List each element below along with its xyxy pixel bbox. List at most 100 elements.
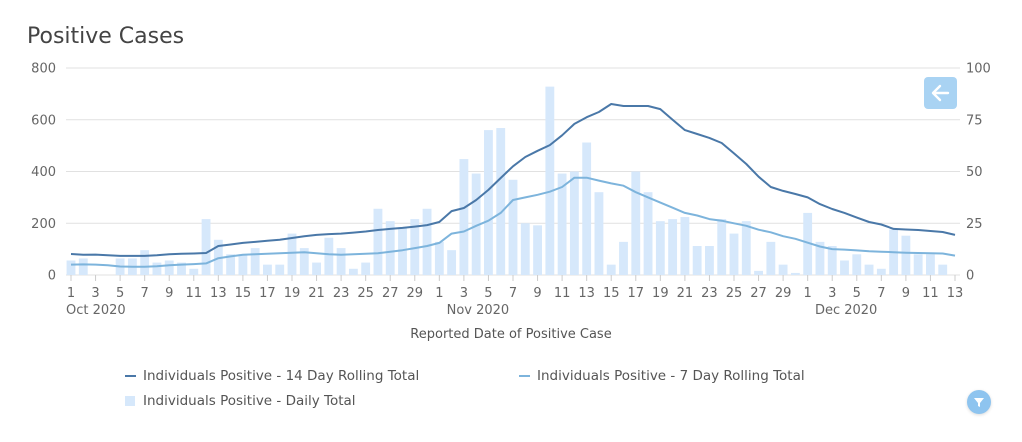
legend-label-daily: Individuals Positive - Daily Total <box>143 393 356 409</box>
daily-total-bar <box>754 270 763 275</box>
x-tick-label: 5 <box>484 286 492 301</box>
x-tick-label: 11 <box>186 286 203 301</box>
daily-total-bar <box>520 223 530 275</box>
daily-total-bar <box>263 264 272 275</box>
y-left-tick-label: 800 <box>31 62 56 77</box>
x-tick-label: 27 <box>382 286 399 301</box>
legend-item-14-day[interactable]: Individuals Positive - 14 Day Rolling To… <box>125 368 419 384</box>
x-month-label: Nov 2020 <box>447 303 510 318</box>
daily-total-bar <box>545 86 555 275</box>
legend-item-7-day[interactable]: Individuals Positive - 7 Day Rolling Tot… <box>519 368 805 384</box>
daily-total-bar <box>299 248 309 275</box>
y-right-tick-label: 25 <box>966 217 983 232</box>
y-right-tick-label: 75 <box>966 113 983 128</box>
daily-total-bar <box>447 250 457 275</box>
x-tick-label: 7 <box>509 286 517 301</box>
daily-total-bar <box>643 192 653 275</box>
daily-total-bar <box>78 258 88 275</box>
y-left-tick-label: 600 <box>31 113 56 128</box>
x-tick-label: 1 <box>804 286 812 301</box>
daily-total-bar <box>741 221 751 275</box>
daily-total-bar <box>140 250 150 275</box>
daily-total-bar <box>410 219 420 275</box>
x-tick-label: 1 <box>435 286 443 301</box>
daily-total-bar <box>803 212 813 275</box>
x-tick-label: 21 <box>308 286 325 301</box>
daily-total-bar <box>619 241 628 275</box>
daily-total-bar <box>312 262 321 275</box>
daily-total-bar <box>238 254 248 275</box>
x-tick-label: 7 <box>877 286 885 301</box>
daily-total-bar <box>373 208 383 275</box>
back-button[interactable] <box>924 77 957 109</box>
x-tick-label: 15 <box>603 286 620 301</box>
daily-total-bar <box>827 246 837 275</box>
x-tick-label: 29 <box>775 286 792 301</box>
x-tick-label: 11 <box>554 286 571 301</box>
daily-total-bar <box>717 219 727 275</box>
daily-total-bar <box>876 268 886 275</box>
x-tick-label: 19 <box>652 286 669 301</box>
daily-total-bar <box>324 237 334 275</box>
daily-total-bar <box>496 128 506 275</box>
daily-total-bar <box>152 262 162 275</box>
daily-total-bar <box>422 208 432 275</box>
arrow-left-icon <box>931 84 950 102</box>
x-tick-label: 3 <box>91 286 99 301</box>
daily-total-bar <box>189 268 199 275</box>
daily-total-bar <box>434 241 444 275</box>
daily-total-bar <box>177 262 186 275</box>
y-left-tick-label: 400 <box>31 165 56 180</box>
daily-total-bar <box>459 159 469 275</box>
x-tick-label: 17 <box>628 286 645 301</box>
legend-label-7-day: Individuals Positive - 7 Day Rolling Tot… <box>537 368 805 384</box>
daily-total-bar <box>361 262 371 275</box>
daily-total-bar <box>582 142 592 275</box>
daily-total-bar <box>471 173 481 275</box>
x-axis-label: Reported Date of Positive Case <box>410 327 611 342</box>
x-tick-label: 9 <box>902 286 910 301</box>
x-month-label: Dec 2020 <box>815 303 877 318</box>
daily-total-bar <box>385 221 395 275</box>
daily-total-bar <box>705 246 714 275</box>
x-tick-label: 13 <box>947 286 964 301</box>
daily-total-bar <box>164 260 174 275</box>
daily-total-bar <box>226 254 236 275</box>
legend-item-daily[interactable]: Individuals Positive - Daily Total <box>125 393 356 409</box>
daily-total-bar <box>655 221 665 275</box>
x-tick-label: 5 <box>853 286 861 301</box>
filter-button[interactable] <box>967 390 991 414</box>
daily-total-bar <box>569 171 579 275</box>
daily-total-bar <box>692 246 702 275</box>
daily-total-bar <box>508 179 518 275</box>
daily-total-bar <box>668 219 678 275</box>
x-tick-label: 17 <box>259 286 276 301</box>
y-right-tick-label: 0 <box>966 269 974 284</box>
daily-total-bar <box>606 264 616 275</box>
daily-total-bar <box>533 225 542 275</box>
rolling-lines <box>70 103 956 268</box>
y-right-tick-label: 50 <box>966 165 983 180</box>
daily-total-bar <box>815 241 825 275</box>
daily-total-bar <box>250 248 260 275</box>
x-tick-label: 23 <box>333 286 350 301</box>
daily-total-bar <box>484 130 493 275</box>
rolling-14-day-line <box>70 103 956 257</box>
daily-total-bar <box>557 173 567 275</box>
x-tick-label: 29 <box>407 286 424 301</box>
x-tick-label: 15 <box>235 286 252 301</box>
daily-total-bar <box>926 254 935 275</box>
x-tick-label: 9 <box>533 286 541 301</box>
daily-total-bar <box>938 264 948 275</box>
chart-title: Positive Cases <box>27 24 185 49</box>
legend-box-daily <box>125 396 135 406</box>
daily-total-bar <box>594 192 604 275</box>
x-tick-label: 13 <box>210 286 227 301</box>
legend-line-7-day <box>519 375 530 377</box>
y-right-tick-label: 100 <box>966 62 991 77</box>
daily-total-bar <box>201 219 211 275</box>
daily-total-bar <box>852 254 862 275</box>
daily-total-bar <box>729 233 739 275</box>
y-left-tick-label: 0 <box>48 269 56 284</box>
